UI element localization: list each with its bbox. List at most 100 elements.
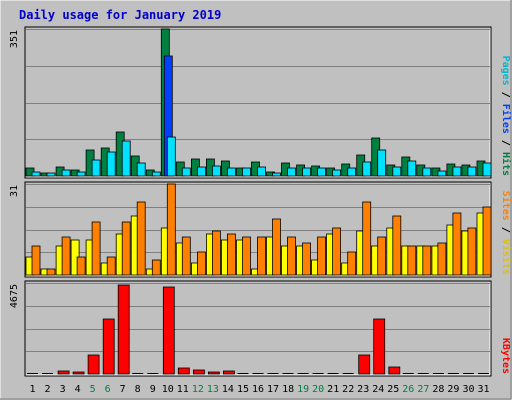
- bar-kbytes: [177, 367, 190, 375]
- bar-sites: [136, 201, 146, 276]
- x-tick-label: 9: [150, 384, 156, 395]
- bar-kbytes: [42, 373, 53, 374]
- panel-3: 4675 KBytes: [9, 280, 511, 377]
- bar-kbytes: [192, 369, 205, 375]
- bar-sites: [377, 236, 387, 276]
- bar-sites: [407, 245, 417, 276]
- bar-sites: [31, 245, 41, 276]
- bar-sites: [242, 236, 251, 276]
- panel-background: [24, 280, 492, 377]
- bar-sites: [437, 242, 447, 276]
- bar-kbytes: [87, 354, 100, 375]
- bar-kbytes: [432, 373, 444, 374]
- bar-sites: [302, 242, 312, 276]
- series-label: Pages / Files / Hits: [500, 56, 512, 176]
- bar-sites: [272, 218, 281, 276]
- x-tick-label: 30: [462, 384, 474, 395]
- bar-sites: [211, 230, 221, 276]
- bar-kbytes: [267, 373, 279, 374]
- series-label-part: /: [500, 134, 511, 152]
- series-label-part: Visits: [500, 239, 512, 275]
- bar-sites: [121, 221, 131, 276]
- bar-pages: [392, 166, 402, 177]
- x-tick-label: 13: [207, 384, 219, 395]
- x-tick-label: 3: [60, 384, 66, 395]
- x-tick-label: 20: [312, 384, 324, 395]
- bar-kbytes: [462, 373, 474, 374]
- bar-kbytes: [373, 318, 386, 375]
- x-tick-label: 14: [222, 384, 234, 395]
- bar-pages: [196, 166, 206, 177]
- bar-kbytes: [342, 373, 354, 374]
- series-label: Sites / Visits: [500, 191, 512, 275]
- bar-pages: [181, 167, 191, 177]
- bar-kbytes: [417, 373, 429, 374]
- x-tick-label: 26: [402, 384, 414, 395]
- axis-max-label: 351: [9, 30, 20, 48]
- x-tick-label: 12: [192, 384, 204, 395]
- bar-kbytes: [117, 284, 130, 375]
- x-tick-label: 17: [267, 384, 279, 395]
- x-tick-label: 2: [44, 384, 50, 395]
- bar-kbytes: [57, 370, 70, 375]
- bar-kbytes: [327, 373, 339, 374]
- bar-kbytes: [312, 373, 324, 374]
- x-tick-label: 15: [237, 384, 249, 395]
- bar-kbytes: [72, 371, 85, 375]
- bar-pages: [272, 172, 281, 177]
- bar-pages: [407, 160, 417, 177]
- x-tick-label: 19: [297, 384, 309, 395]
- bar-sites: [317, 236, 327, 276]
- bar-pages: [467, 166, 477, 177]
- bar-kbytes: [252, 373, 264, 374]
- series-label-part: Hits: [500, 152, 512, 176]
- chart-title: Daily usage for January 2019: [19, 8, 221, 22]
- bar-sites: [196, 251, 206, 276]
- bar-pages: [46, 172, 56, 177]
- panel-2: 31 Sites / Visits: [9, 181, 512, 278]
- bar-pages: [31, 171, 41, 177]
- x-tick-label: 4: [75, 384, 81, 395]
- bar-pages: [317, 167, 327, 177]
- bar-pages: [377, 149, 387, 177]
- bar-kbytes: [237, 373, 249, 374]
- bar-pages: [437, 170, 447, 177]
- bar-pages: [452, 166, 462, 177]
- bar-kbytes: [27, 373, 38, 374]
- x-tick-label: 16: [252, 384, 264, 395]
- bar-sites: [91, 221, 101, 276]
- bar-pages: [242, 167, 251, 177]
- bar-sites: [166, 183, 176, 276]
- x-tick-label: 21: [327, 384, 339, 395]
- bar-sites: [482, 206, 492, 276]
- x-tick-label: 10: [162, 384, 174, 395]
- x-tick-label: 7: [120, 384, 126, 395]
- bar-pages: [287, 167, 296, 177]
- bar-pages: [302, 167, 312, 177]
- bar-sites: [76, 256, 86, 276]
- x-tick-label: 25: [387, 384, 399, 395]
- bar-sites: [46, 268, 56, 276]
- series-label-part: /: [500, 221, 511, 239]
- bar-pages: [332, 169, 342, 177]
- bar-sites: [422, 245, 432, 276]
- series-label-part: Pages: [500, 56, 511, 86]
- bar-kbytes: [162, 286, 175, 375]
- chart-panels: 351 Pages / Files / Hits 31 Sites / Visits 4…: [9, 26, 512, 377]
- bar-pages: [76, 171, 86, 177]
- bar-pages: [226, 167, 236, 177]
- series-label-part: KBytes: [500, 338, 511, 374]
- bar-kbytes: [358, 354, 371, 375]
- series-label-part: Sites: [500, 191, 512, 221]
- x-tick-label: 24: [372, 384, 384, 395]
- bar-pages: [211, 165, 221, 177]
- x-tick-label: 27: [417, 384, 429, 395]
- bar-pages: [257, 166, 266, 177]
- bar-kbytes: [147, 373, 159, 374]
- bar-sites: [61, 236, 71, 276]
- axis-max-label: 31: [9, 185, 20, 197]
- bar-pages: [136, 162, 146, 177]
- bar-sites: [106, 256, 116, 276]
